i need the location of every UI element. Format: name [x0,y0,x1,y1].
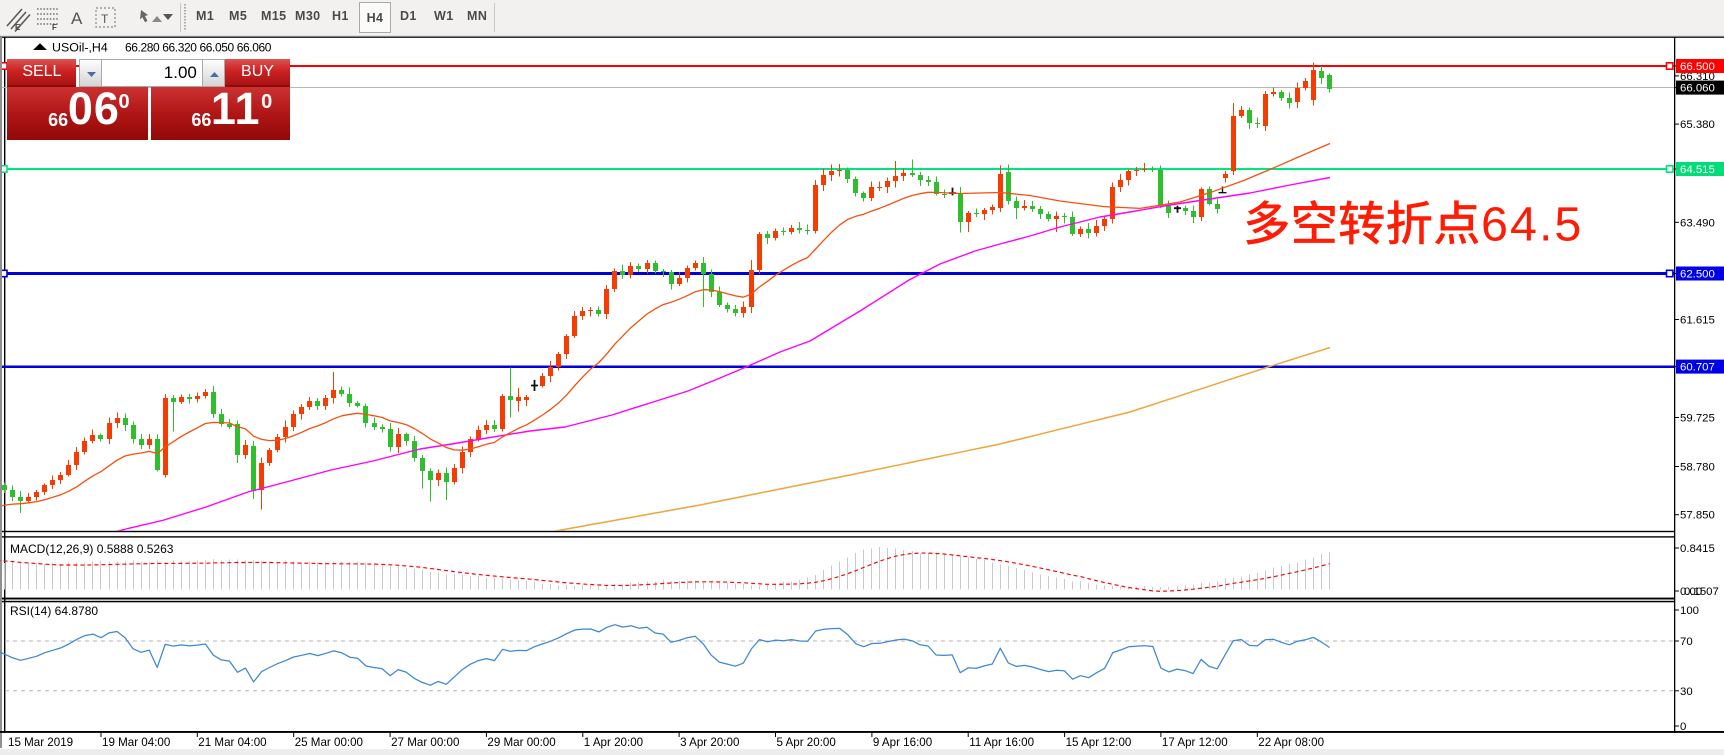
svg-text:MACD(12,26,9) 0.5888 0.5263: MACD(12,26,9) 0.5888 0.5263 [10,542,174,556]
svg-text:0.8415: 0.8415 [1680,543,1715,555]
svg-text:57.850: 57.850 [1680,510,1715,522]
svg-text:A: A [71,9,83,28]
svg-text:100: 100 [1680,605,1699,617]
svg-text:66.280 66.320 66.050 66.060: 66.280 66.320 66.050 66.060 [125,41,272,55]
svg-text:11 Apr 16:00: 11 Apr 16:00 [969,736,1034,749]
svg-text:27 Mar 00:00: 27 Mar 00:00 [391,736,459,749]
svg-text:T: T [101,12,109,26]
svg-text:RSI(14) 64.8780: RSI(14) 64.8780 [10,604,98,618]
svg-text:70: 70 [1680,636,1693,648]
svg-text:63.490: 63.490 [1680,217,1715,229]
svg-text:65.380: 65.380 [1680,119,1715,131]
svg-text:21 Mar 04:00: 21 Mar 04:00 [198,736,266,749]
svg-text:0: 0 [1680,721,1686,733]
svg-text:64.5: 64.5 [1481,198,1583,252]
svg-text:66.060: 66.060 [1680,83,1715,95]
svg-text:25 Mar 00:00: 25 Mar 00:00 [295,736,363,749]
svg-text:64.515: 64.515 [1680,164,1715,176]
svg-text:61.615: 61.615 [1680,315,1715,327]
svg-text:29 Mar 00:00: 29 Mar 00:00 [487,736,555,749]
svg-text:60.707: 60.707 [1680,362,1715,374]
svg-text:19 Mar 04:00: 19 Mar 04:00 [102,736,170,749]
svg-text:59.725: 59.725 [1680,413,1715,425]
svg-text:66.310: 66.310 [1680,71,1715,83]
svg-text:22 Apr 08:00: 22 Apr 08:00 [1258,736,1324,749]
svg-text:3 Apr 20:00: 3 Apr 20:00 [680,736,739,749]
svg-text:F: F [52,23,57,32]
svg-text:66.500: 66.500 [1680,61,1715,73]
svg-text:30: 30 [1680,686,1693,698]
svg-text:62.500: 62.500 [1680,269,1715,281]
svg-text:15 Mar 2019: 15 Mar 2019 [8,736,73,749]
svg-text:58.780: 58.780 [1680,462,1715,474]
svg-text:0.1507: 0.1507 [1684,586,1719,598]
svg-text:5 Apr 20:00: 5 Apr 20:00 [777,736,836,749]
svg-text:9 Apr 16:00: 9 Apr 16:00 [873,736,932,749]
svg-text:0.00: 0.00 [1680,586,1702,598]
svg-text:E: E [15,23,21,32]
svg-text:USOil-,H4: USOil-,H4 [52,41,108,55]
svg-text:15 Apr 12:00: 15 Apr 12:00 [1066,736,1132,749]
svg-text:1 Apr 20:00: 1 Apr 20:00 [584,736,643,749]
svg-text:17 Apr 12:00: 17 Apr 12:00 [1162,736,1228,749]
